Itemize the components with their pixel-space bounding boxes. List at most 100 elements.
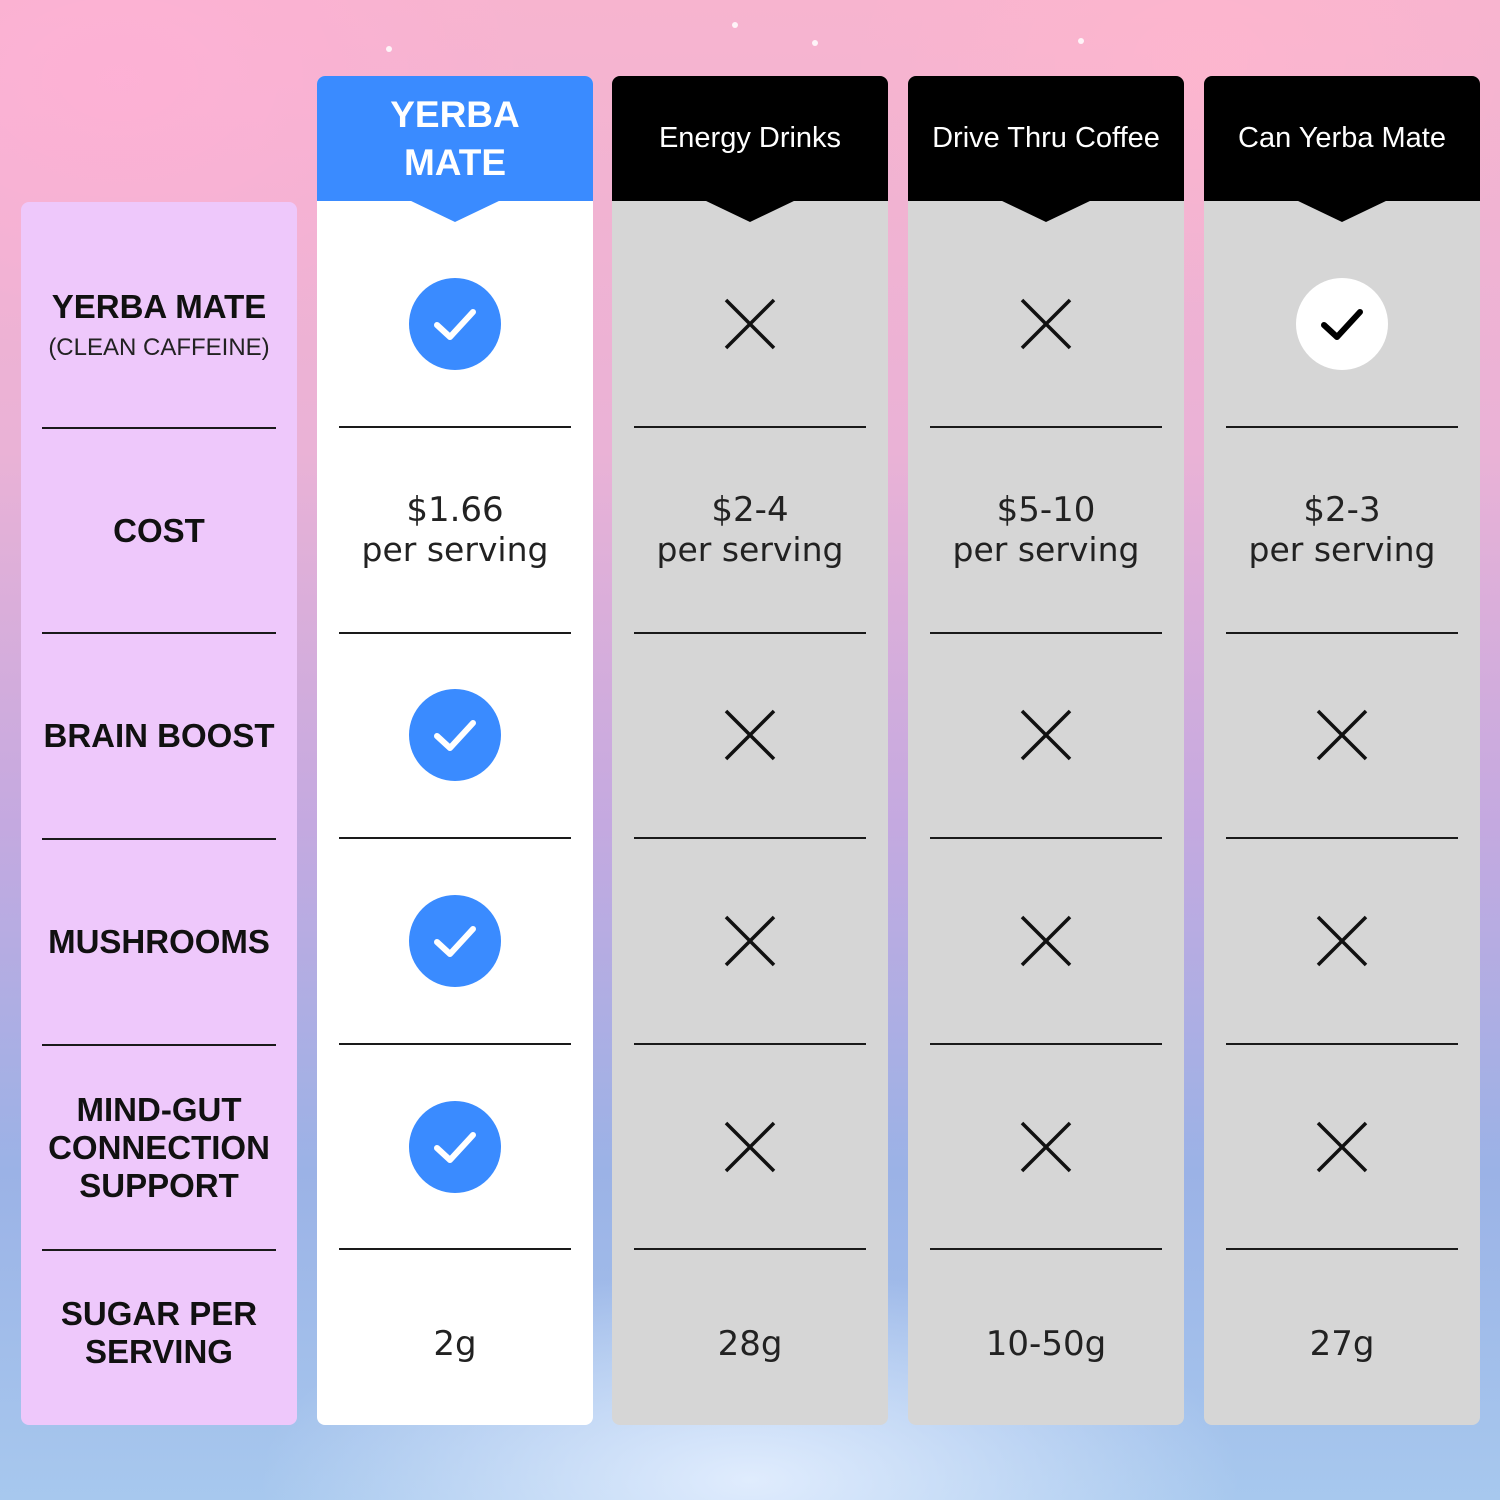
row-divider bbox=[42, 1249, 276, 1251]
check-circle-icon bbox=[409, 1100, 501, 1193]
table-cell bbox=[317, 1044, 593, 1249]
sparkle-decoration bbox=[812, 40, 818, 46]
sparkle-decoration bbox=[386, 46, 392, 52]
product-column: Energy Drinks $2-4 per serving 28g bbox=[612, 76, 888, 1425]
price-unit: per serving bbox=[1248, 529, 1436, 569]
column-header: Can Yerba Mate bbox=[1204, 76, 1480, 201]
row-label: MUSHROOMS bbox=[48, 922, 270, 960]
table-cell bbox=[612, 838, 888, 1043]
table-cell: 2g bbox=[317, 1249, 593, 1439]
price-value: $2-4 bbox=[711, 489, 789, 530]
row-divider bbox=[930, 1043, 1162, 1045]
row-label: MIND-GUT CONNECTION SUPPORT bbox=[48, 1090, 270, 1204]
row-divider bbox=[1226, 1248, 1458, 1250]
row-divider bbox=[42, 838, 276, 840]
table-cell bbox=[612, 221, 888, 426]
row-divider bbox=[1226, 632, 1458, 634]
row-label-cell: MIND-GUT CONNECTION SUPPORT bbox=[21, 1045, 297, 1250]
row-label: SUGAR PER SERVING bbox=[60, 1295, 258, 1370]
check-circle-icon bbox=[409, 894, 501, 987]
column-header-title: YERBA MATE bbox=[390, 93, 520, 183]
table-cell: $2-4 per serving bbox=[612, 427, 888, 632]
column-header-title: Energy Drinks bbox=[658, 122, 842, 154]
row-label-cell: YERBA MATE (CLEAN CAFFEINE) bbox=[21, 222, 297, 427]
table-cell bbox=[908, 838, 1184, 1043]
table-cell bbox=[317, 632, 593, 837]
row-label: YERBA MATE bbox=[51, 287, 267, 325]
row-divider bbox=[339, 632, 571, 634]
table-cell bbox=[1204, 838, 1480, 1043]
row-label: COST bbox=[113, 511, 205, 549]
row-label: BRAIN BOOST bbox=[43, 716, 275, 754]
x-icon bbox=[1020, 709, 1072, 760]
price-unit: per serving bbox=[361, 529, 549, 569]
table-cell: $5-10 per serving bbox=[908, 427, 1184, 632]
column-header: Energy Drinks bbox=[612, 76, 888, 201]
header-pointer bbox=[1296, 200, 1388, 222]
x-icon bbox=[1020, 915, 1072, 966]
sparkle-decoration bbox=[1078, 38, 1084, 44]
x-icon bbox=[1316, 1121, 1368, 1172]
row-divider bbox=[42, 427, 276, 429]
table-cell bbox=[1204, 1044, 1480, 1249]
x-icon bbox=[724, 298, 776, 349]
x-icon bbox=[724, 915, 776, 966]
table-cell bbox=[317, 838, 593, 1043]
price-value: $2-3 bbox=[1303, 489, 1381, 530]
table-cell bbox=[908, 632, 1184, 837]
row-divider bbox=[930, 1248, 1162, 1250]
row-label-cell: BRAIN BOOST bbox=[21, 633, 297, 838]
check-circle-icon bbox=[1296, 277, 1388, 370]
check-circle-icon bbox=[409, 277, 501, 370]
table-cell bbox=[908, 1044, 1184, 1249]
row-label-cell: COST bbox=[21, 428, 297, 633]
row-divider bbox=[930, 632, 1162, 634]
column-header-title: Drive Thru Coffee bbox=[932, 122, 1160, 154]
price-unit: per serving bbox=[656, 529, 844, 569]
sugar-value: 27g bbox=[1309, 1324, 1375, 1364]
row-divider bbox=[1226, 837, 1458, 839]
row-divider bbox=[1226, 426, 1458, 428]
row-divider bbox=[339, 837, 571, 839]
table-cell bbox=[317, 221, 593, 426]
row-divider bbox=[634, 632, 866, 634]
x-icon bbox=[1020, 1121, 1072, 1172]
product-column: Drive Thru Coffee $5-10 per serving 10-50g bbox=[908, 76, 1184, 1425]
price-value: $5-10 bbox=[996, 489, 1096, 530]
row-divider bbox=[1226, 1043, 1458, 1045]
row-divider bbox=[42, 1044, 276, 1046]
row-divider bbox=[339, 426, 571, 428]
column-header: YERBA MATE bbox=[317, 76, 593, 201]
table-cell bbox=[612, 1044, 888, 1249]
header-pointer bbox=[1000, 200, 1092, 222]
row-label-cell: SUGAR PER SERVING bbox=[21, 1238, 297, 1428]
table-cell: $1.66 per serving bbox=[317, 427, 593, 632]
check-circle-icon bbox=[409, 688, 501, 781]
x-icon bbox=[1020, 298, 1072, 349]
row-divider bbox=[930, 426, 1162, 428]
table-cell: $2-3 per serving bbox=[1204, 427, 1480, 632]
sparkle-decoration bbox=[732, 22, 738, 28]
table-cell bbox=[612, 632, 888, 837]
table-cell: 28g bbox=[612, 1249, 888, 1439]
header-pointer bbox=[704, 200, 796, 222]
row-label-cell: MUSHROOMS bbox=[21, 839, 297, 1044]
sugar-value: 28g bbox=[717, 1324, 783, 1364]
row-divider bbox=[930, 837, 1162, 839]
price-unit: per serving bbox=[952, 529, 1140, 569]
price-value: $1.66 bbox=[406, 489, 504, 530]
product-column: YERBA MATE $1.66 per serving 2g bbox=[317, 76, 593, 1425]
row-label-column: YERBA MATE (CLEAN CAFFEINE) COST BRAIN B… bbox=[21, 202, 297, 1425]
row-divider bbox=[634, 426, 866, 428]
sugar-value: 10-50g bbox=[985, 1324, 1107, 1364]
row-divider bbox=[634, 1043, 866, 1045]
x-icon bbox=[1316, 915, 1368, 966]
row-sublabel: (CLEAN CAFFEINE) bbox=[48, 333, 270, 361]
table-cell bbox=[908, 221, 1184, 426]
column-header-title: Can Yerba Mate bbox=[1238, 122, 1446, 154]
table-cell: 10-50g bbox=[908, 1249, 1184, 1439]
x-icon bbox=[1316, 709, 1368, 760]
product-column: Can Yerba Mate $2-3 per serving 27g bbox=[1204, 76, 1480, 1425]
table-cell bbox=[1204, 221, 1480, 426]
header-pointer bbox=[409, 200, 501, 222]
